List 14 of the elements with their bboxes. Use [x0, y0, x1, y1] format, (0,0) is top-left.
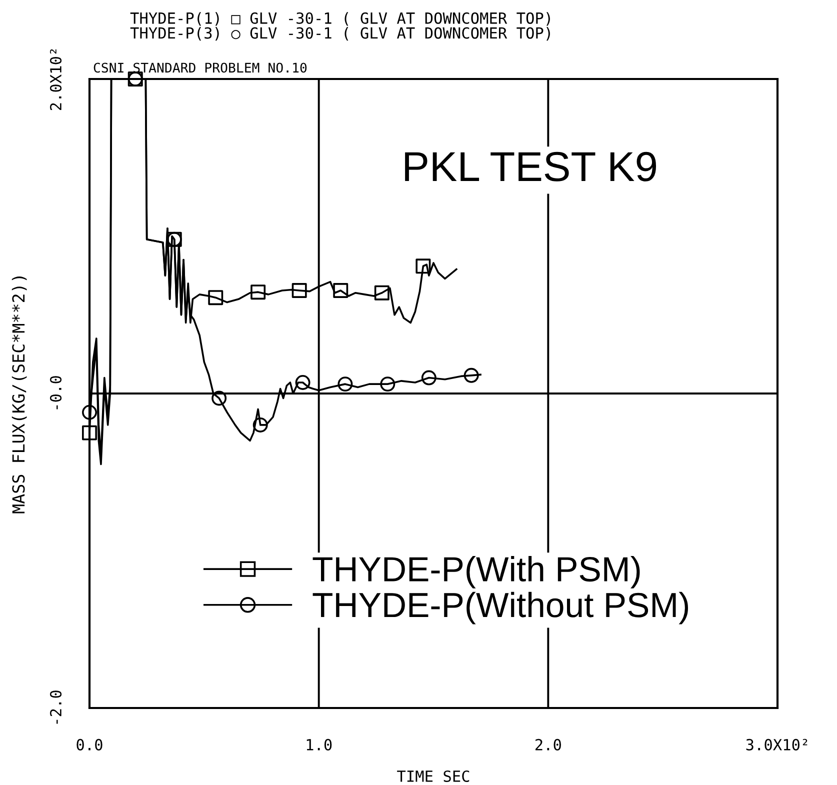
y-tick-label: -2.0 — [50, 690, 62, 724]
x-tick-label: 3.0X10² — [746, 738, 808, 750]
x-tick-label: 0.0 — [76, 738, 102, 750]
chart-subtitle: CSNI STANDARD PROBLEM NO.10 — [94, 62, 307, 73]
x-tick-label: 1.0 — [306, 738, 332, 750]
y-tick-label: -0.0 — [50, 376, 62, 410]
annotation: PKL TEST K9 — [405, 152, 656, 182]
x-axis-title: TIME SEC — [397, 770, 470, 782]
legend-label: THYDE-P(Without PSM) — [312, 592, 688, 624]
y-axis-title: MASS FLUX(KG/(SEC*M**2)) — [12, 276, 27, 514]
y-tick-label: 2.0X10² — [50, 49, 62, 110]
chart-title: THYDE-P(1) □ GLV -30-1 ( GLV AT DOWNCOMER TOP) THYDE-P(3) ○ GLV -30-1 ( GLV AT DOWNCOMER TOP) — [130, 12, 550, 41]
legend-label: THYDE-P(With PSM) — [312, 556, 640, 588]
x-tick-label: 2.0 — [536, 738, 561, 750]
